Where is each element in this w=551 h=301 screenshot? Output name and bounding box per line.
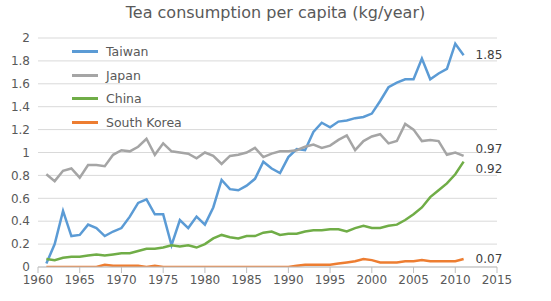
svg-text:1975: 1975: [148, 273, 179, 287]
svg-text:2010: 2010: [440, 273, 471, 287]
html-text:Taiwan: Taiwan: [106, 44, 149, 60]
svg-text:2: 2: [22, 31, 30, 45]
svg-text:1.4: 1.4: [11, 100, 30, 114]
svg-text:1: 1: [22, 146, 30, 160]
svg-text:1990: 1990: [273, 273, 304, 287]
svg-text:1995: 1995: [315, 273, 346, 287]
svg-text:1.85: 1.85: [476, 48, 503, 62]
html-text:Tea consumption per capita (kg: Tea consumption per capita (kg/year): [125, 3, 426, 22]
svg-text:1985: 1985: [231, 273, 262, 287]
svg-text:1.6: 1.6: [11, 77, 30, 91]
svg-text:0.97: 0.97: [476, 142, 503, 156]
svg-text:0.4: 0.4: [11, 214, 30, 228]
svg-text:2005: 2005: [398, 273, 429, 287]
svg-text:1980: 1980: [190, 273, 221, 287]
html-text:South Korea: South Korea: [106, 114, 182, 130]
svg-text:1970: 1970: [106, 273, 137, 287]
svg-text:1.2: 1.2: [11, 123, 30, 137]
svg-text:0.6: 0.6: [11, 192, 30, 206]
html-text:China: China: [106, 91, 142, 107]
svg-text:0.07: 0.07: [476, 252, 503, 266]
svg-text:1965: 1965: [64, 273, 95, 287]
svg-text:1.8: 1.8: [11, 54, 30, 68]
svg-text:0.2: 0.2: [11, 237, 30, 251]
html-text:Japan: Japan: [106, 67, 141, 83]
svg-text:1960: 1960: [23, 273, 54, 287]
svg-text:2015: 2015: [482, 273, 513, 287]
svg-text:0: 0: [22, 260, 30, 274]
svg-text:0.92: 0.92: [476, 162, 503, 176]
svg-text:2000: 2000: [357, 273, 388, 287]
svg-text:0.8: 0.8: [11, 169, 30, 183]
